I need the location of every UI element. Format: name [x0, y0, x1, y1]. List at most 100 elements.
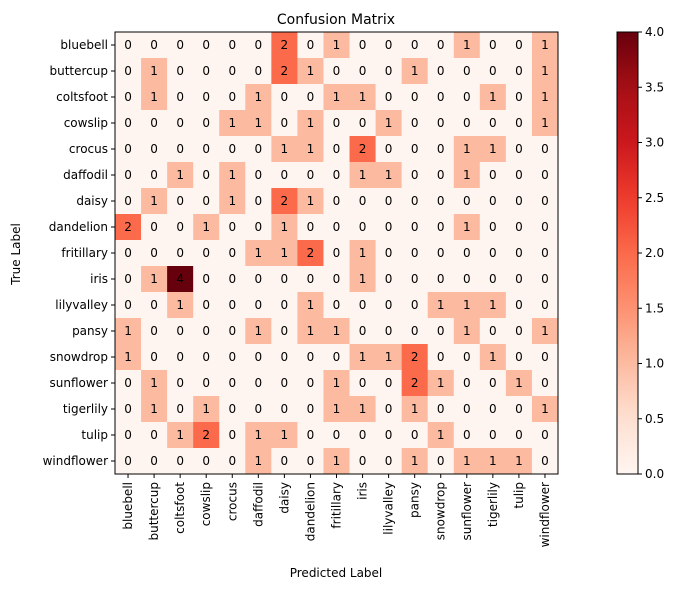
cell-value-label: 0 — [437, 402, 445, 416]
heatmap-cell — [505, 318, 533, 345]
cell-value-label: 0 — [541, 246, 549, 260]
heatmap-cell — [505, 188, 533, 215]
cell-value-label: 0 — [150, 142, 158, 156]
cell-value-label: 0 — [255, 298, 263, 312]
cell-value-label: 1 — [281, 220, 289, 234]
heatmap-cell — [219, 214, 246, 241]
cell-value-label: 0 — [150, 454, 158, 468]
heatmap-cell — [141, 292, 168, 319]
heatmap-cell — [401, 448, 429, 475]
cell-value-label: 0 — [463, 90, 471, 104]
cell-value-label: 0 — [411, 272, 419, 286]
heatmap-cell — [219, 162, 246, 189]
heatmap-cell — [167, 84, 194, 111]
cell-value-label: 0 — [411, 168, 419, 182]
cell-value-label: 1 — [307, 64, 315, 78]
cell-value-label: 1 — [333, 38, 341, 52]
heatmap-cell — [505, 136, 533, 163]
y-tick-label: tulip — [81, 428, 108, 442]
heatmap-cell — [245, 318, 272, 345]
heatmap-cell — [167, 448, 194, 475]
heatmap-cell — [141, 370, 168, 397]
heatmap-cell — [531, 110, 559, 137]
y-tick-label: windflower — [43, 454, 108, 468]
heatmap-cell — [505, 422, 533, 449]
cell-value-label: 0 — [333, 142, 341, 156]
cell-value-label: 0 — [385, 428, 393, 442]
heatmap-cell — [505, 266, 533, 293]
heatmap-cell — [141, 32, 168, 59]
heatmap-cell — [453, 422, 481, 449]
x-tick-label: crocus — [225, 482, 239, 521]
x-tick-label: sunflower — [460, 482, 474, 541]
y-tick-label: pansy — [72, 324, 108, 338]
cell-value-label: 1 — [359, 168, 367, 182]
heatmap-cell — [427, 110, 455, 137]
y-tick-label: coltsfoot — [56, 90, 108, 104]
heatmap-cell — [271, 422, 298, 449]
cell-value-label: 1 — [463, 324, 471, 338]
heatmap-cell — [401, 370, 429, 397]
cell-value-label: 0 — [515, 142, 523, 156]
cell-value-label: 0 — [307, 38, 315, 52]
cell-value-label: 0 — [515, 38, 523, 52]
heatmap-cell — [297, 32, 324, 59]
y-axis-ticks: bluebell buttercup coltsfoot cowslip crocus d… — [43, 38, 115, 468]
cell-value-label: 0 — [437, 350, 445, 364]
y-axis-label: True Label — [9, 223, 23, 286]
heatmap-cell — [167, 396, 194, 423]
heatmap-cell — [167, 162, 194, 189]
heatmap-cell — [219, 110, 246, 137]
y-tick-label: dandelion — [49, 220, 108, 234]
heatmap-cell — [167, 344, 194, 371]
cell-value-label: 0 — [176, 116, 184, 130]
cell-value-label: 0 — [333, 116, 341, 130]
cell-value-label: 2 — [411, 376, 419, 390]
cell-value-label: 0 — [228, 220, 236, 234]
heatmap-cell — [427, 32, 455, 59]
cell-value-label: 0 — [176, 376, 184, 390]
cell-value-label: 0 — [281, 350, 289, 364]
heatmap-cell — [531, 370, 559, 397]
colorbar-tick-label: 3.5 — [645, 80, 664, 94]
heatmap-cell — [219, 266, 246, 293]
heatmap-cell — [349, 292, 377, 319]
heatmap-cell — [531, 240, 559, 267]
heatmap-cell — [505, 292, 533, 319]
colorbar-tick-label: 1.5 — [645, 301, 664, 315]
heatmap-cell — [375, 110, 403, 137]
heatmap-cell — [453, 84, 481, 111]
cell-value-label: 0 — [541, 220, 549, 234]
cell-value-label: 0 — [150, 350, 158, 364]
heatmap-cell — [349, 136, 377, 163]
cell-value-label: 0 — [124, 38, 132, 52]
heatmap-cell — [271, 84, 298, 111]
y-tick-label: sunflower — [50, 376, 109, 390]
cell-value-label: 0 — [541, 298, 549, 312]
cell-value-label: 0 — [515, 428, 523, 442]
cell-value-label: 1 — [202, 402, 210, 416]
cell-value-label: 0 — [281, 116, 289, 130]
cell-value-label: 0 — [228, 376, 236, 390]
heatmap-cell — [167, 110, 194, 137]
heatmap-cell — [375, 318, 403, 345]
heatmap-cell — [271, 396, 298, 423]
heatmap-cell — [349, 162, 377, 189]
heatmap-cell — [245, 136, 272, 163]
cell-value-label: 0 — [281, 454, 289, 468]
cell-value-label: 0 — [228, 246, 236, 260]
heatmap-cell — [245, 162, 272, 189]
cell-value-label: 0 — [176, 324, 184, 338]
cell-value-label: 0 — [281, 324, 289, 338]
heatmap-cell — [401, 396, 429, 423]
cell-value-label: 0 — [359, 324, 367, 338]
x-tick-label: daffodil — [251, 482, 265, 527]
cell-value-label: 0 — [385, 272, 393, 286]
heatmap-cell — [531, 344, 559, 371]
cell-value-label: 1 — [255, 246, 263, 260]
cell-value-label: 0 — [333, 64, 341, 78]
cell-value-label: 1 — [124, 350, 132, 364]
heatmap-cell — [427, 84, 455, 111]
cell-value-label: 2 — [359, 142, 367, 156]
cell-value-label: 2 — [307, 246, 315, 260]
